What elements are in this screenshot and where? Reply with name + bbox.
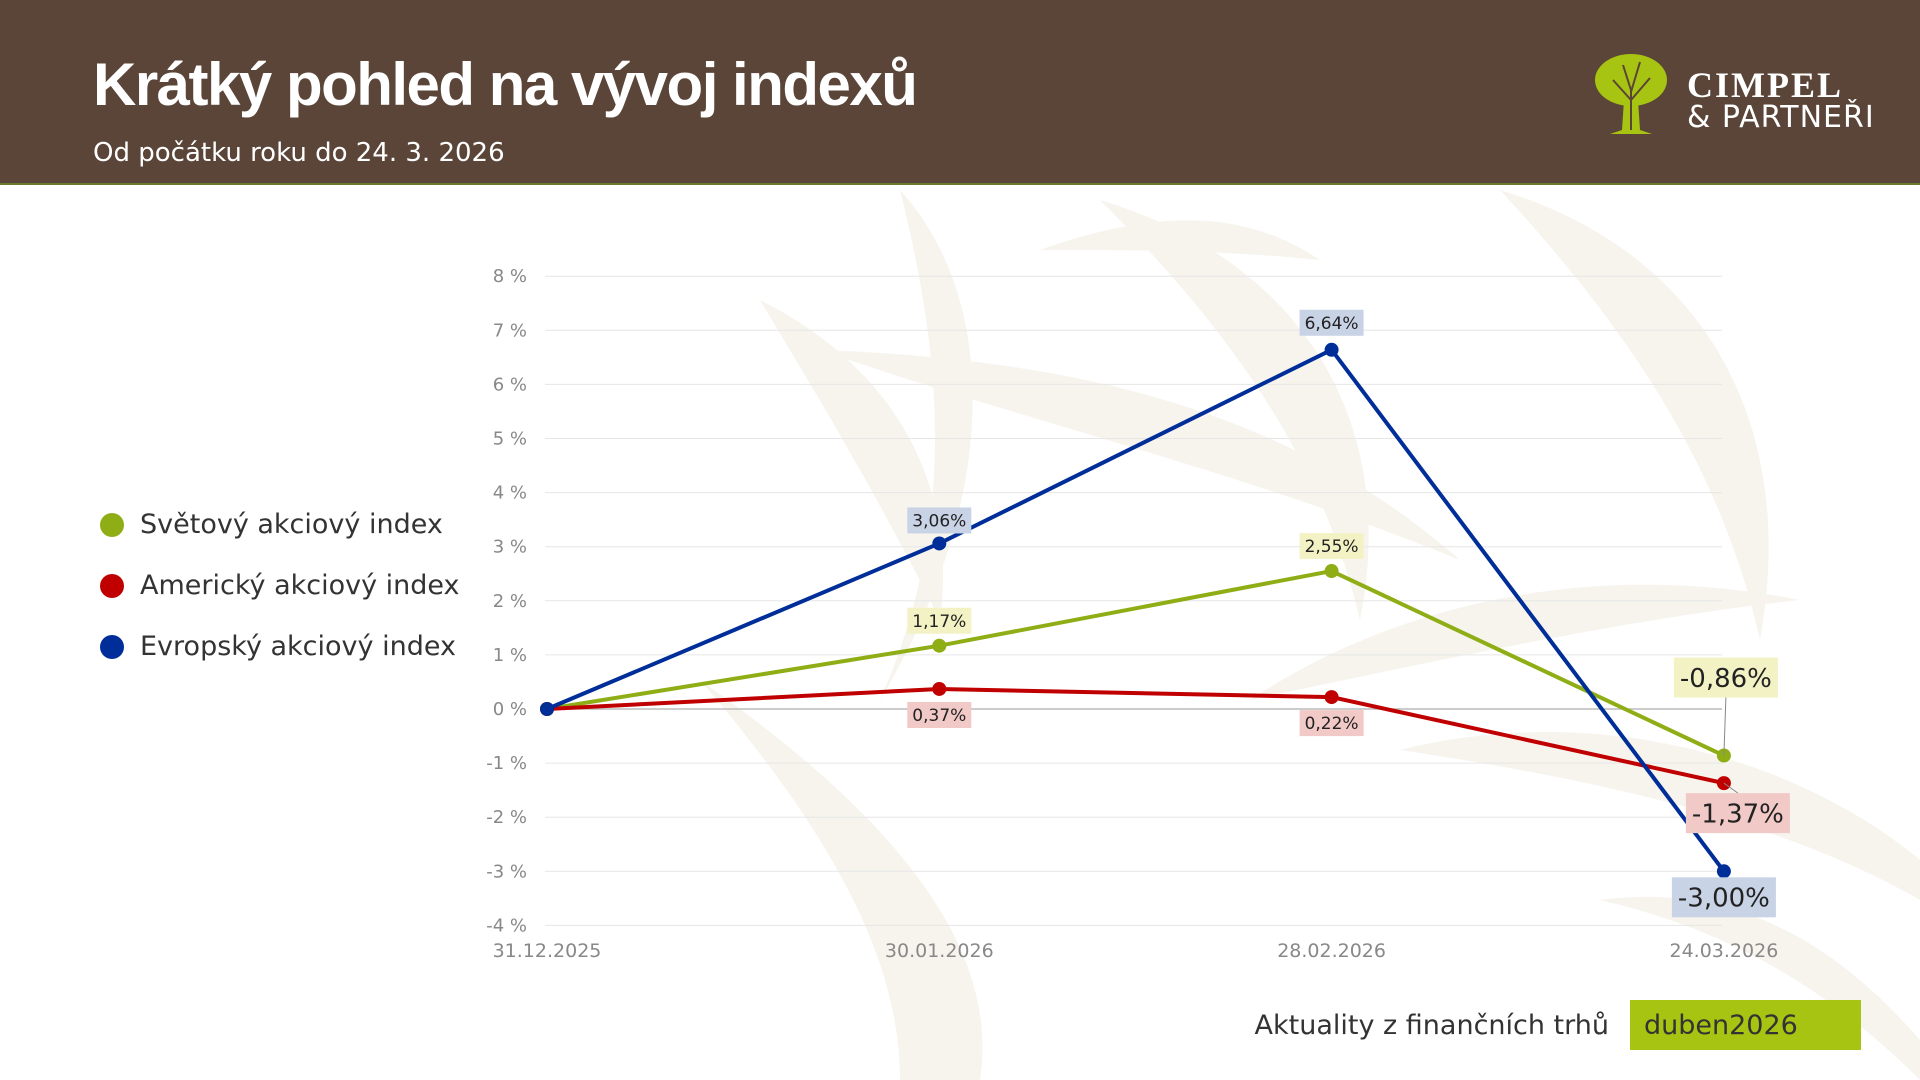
header-banner: Krátký pohled na vývoj indexů Od počátku…	[0, 0, 1920, 185]
legend-item-us: Americký akciový index	[100, 570, 460, 601]
leader-line	[1723, 782, 1739, 794]
series-line-0	[546, 569, 1725, 758]
legend-marker-us	[100, 573, 124, 598]
y-tick-label: 0 %	[493, 699, 527, 720]
y-tick-label: 7 %	[493, 320, 527, 341]
data-point	[1324, 564, 1339, 579]
data-label: -3,00%	[1678, 884, 1770, 914]
data-point	[1716, 864, 1731, 879]
data-point	[932, 536, 947, 551]
data-label-box	[1685, 793, 1790, 834]
data-label-box	[1673, 657, 1778, 698]
x-tick-label: 24.03.2026	[1670, 940, 1779, 962]
data-label: -1,37%	[1692, 799, 1784, 829]
x-tick-label: 30.01.2026	[885, 940, 994, 962]
data-label-box	[1671, 877, 1776, 918]
y-tick-label: 2 %	[493, 591, 527, 612]
data-point	[540, 702, 554, 716]
legend-label: Evropský akciový index	[140, 631, 456, 662]
footer-badge: duben2026	[1630, 1000, 1861, 1050]
legend-item-world: Světový akciový index	[100, 509, 443, 540]
company-logo: CIMPEL & PARTNEŘI	[1588, 50, 1888, 136]
y-tick-label: 8 %	[493, 266, 527, 287]
data-point	[1324, 342, 1339, 357]
y-tick-label: -2 %	[486, 807, 527, 828]
data-point	[1324, 690, 1339, 705]
data-label-box	[907, 607, 972, 634]
data-label-box	[1299, 710, 1364, 737]
logo-text-line2: & PARTNEŘI	[1687, 100, 1875, 135]
data-label: 0,37%	[912, 706, 966, 726]
footer-text: Aktuality z finančních trhů	[1254, 1010, 1609, 1041]
y-tick-label: -1 %	[486, 753, 527, 774]
data-point	[932, 638, 947, 653]
data-label-box	[1299, 309, 1364, 336]
legend-item-europe: Evropský akciový index	[100, 631, 456, 662]
legend-marker-europe	[100, 634, 124, 659]
data-label: -0,86%	[1680, 664, 1772, 694]
data-label-box	[1299, 533, 1364, 560]
data-label: 1,17%	[912, 612, 966, 632]
y-tick-label: 4 %	[493, 483, 527, 504]
legend-label: Světový akciový index	[140, 509, 443, 540]
data-label: 2,55%	[1305, 537, 1359, 557]
series-line-1	[546, 686, 1725, 786]
y-tick-label: -4 %	[486, 915, 527, 936]
y-tick-label: 5 %	[493, 429, 527, 450]
data-point	[932, 681, 947, 696]
x-tick-label: 31.12.2025	[493, 940, 602, 962]
legend-label: Americký akciový index	[140, 570, 460, 601]
x-tick-label: 28.02.2026	[1277, 940, 1386, 962]
data-label-box	[907, 507, 972, 534]
series-line-2	[546, 347, 1726, 873]
logo-text-line1: CIMPEL	[1687, 65, 1843, 105]
y-tick-label: -3 %	[486, 861, 527, 882]
data-label: 3,06%	[912, 512, 966, 532]
data-label: 6,64%	[1305, 314, 1359, 334]
page-subtitle: Od počátku roku do 24. 3. 2026	[93, 138, 505, 168]
y-tick-label: 1 %	[493, 645, 527, 666]
y-tick-label: 6 %	[493, 374, 527, 395]
legend-marker-world	[100, 512, 124, 537]
data-label: 0,22%	[1305, 714, 1359, 734]
tree-logo-icon	[1595, 54, 1667, 134]
data-label-box	[907, 701, 972, 728]
leader-line	[1723, 697, 1727, 756]
page-title: Krátký pohled na vývoj indexů	[93, 51, 918, 118]
y-tick-label: 3 %	[493, 537, 527, 558]
